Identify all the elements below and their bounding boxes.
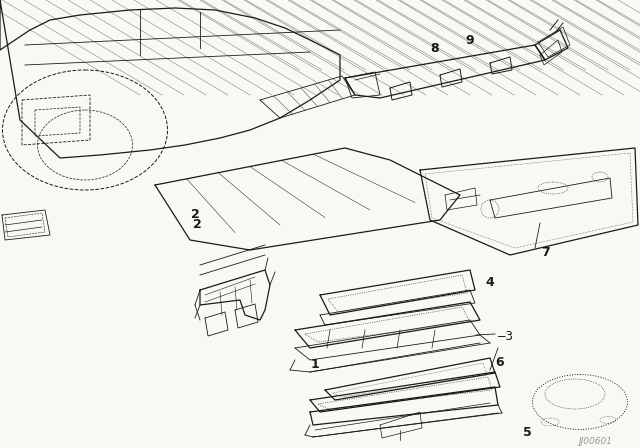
Text: 2: 2 (191, 208, 200, 221)
Text: 8: 8 (431, 42, 439, 55)
Text: JJ00601: JJ00601 (578, 438, 612, 447)
Text: 9: 9 (466, 34, 474, 47)
Text: 6: 6 (496, 356, 504, 369)
Text: 7: 7 (541, 246, 549, 258)
Text: 2: 2 (193, 217, 202, 231)
Text: 5: 5 (523, 426, 531, 439)
Text: 1: 1 (310, 358, 319, 371)
Text: —3: —3 (498, 329, 513, 343)
Text: 4: 4 (486, 276, 494, 289)
